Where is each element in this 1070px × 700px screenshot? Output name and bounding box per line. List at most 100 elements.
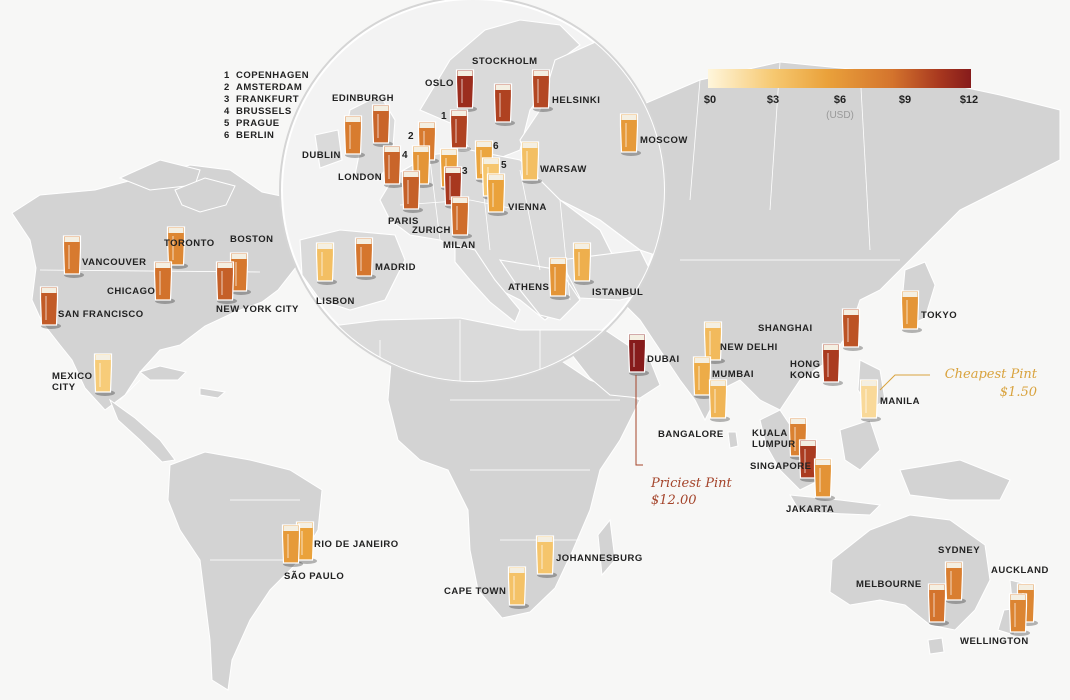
- city-label: OSLO: [425, 78, 454, 89]
- inset-number-labels: 1 2 3 4 5 6: [402, 111, 507, 177]
- city-label: LONDON: [338, 172, 382, 183]
- beer-glass-marker: [486, 173, 508, 216]
- price-color-legend: $0 $3 $6 $9 $12 (USD): [704, 69, 978, 121]
- beer-glass-marker: [1008, 593, 1030, 636]
- city-label: NEW YORK CITY: [216, 304, 299, 315]
- beer-glass-marker: [62, 235, 84, 278]
- city-label: MUMBAI: [712, 369, 754, 380]
- beer-glass-marker: [708, 379, 730, 422]
- city-label: NEW DELHI: [720, 342, 778, 353]
- city-label: EDINBURGH: [332, 93, 394, 104]
- city-number-key: 1 COPENHAGEN 2 AMSTERDAM 3 FRANKFURT 4 BRUSS…: [224, 70, 309, 141]
- beer-glass-marker: [821, 343, 843, 386]
- city-label: CAPE TOWN: [444, 586, 506, 597]
- city-label: SINGAPORE: [750, 461, 812, 472]
- legend-tick: $9: [899, 94, 911, 106]
- beer-glass-marker: [215, 261, 237, 304]
- priciest-value: $12.00: [651, 493, 697, 508]
- city-label: SYDNEY: [938, 545, 980, 556]
- key-item: 1 COPENHAGEN: [224, 70, 309, 81]
- city-label: RIO DE JANEIRO: [314, 539, 399, 550]
- beer-glass-marker: [535, 535, 557, 578]
- cheapest-pint-callout: Cheapest Pint $1.50: [879, 367, 1038, 400]
- city-label: TORONTO: [164, 238, 215, 249]
- beer-glass-marker: [382, 145, 404, 188]
- num-label-3: 3: [462, 166, 468, 177]
- key-item: 3 FRANKFURT: [224, 94, 299, 105]
- cheapest-value: $1.50: [1000, 385, 1037, 400]
- beer-glass-marker: [627, 333, 649, 376]
- beer-glass-marker: [93, 353, 115, 396]
- city-label: ZURICH: [412, 225, 451, 236]
- beer-glass-marker: [548, 257, 570, 300]
- beer-glass-markers: [39, 69, 1038, 636]
- city-label: MEXICO CITY: [52, 371, 92, 393]
- num-label-5: 5: [501, 160, 507, 171]
- key-item: 5 PRAGUE: [224, 118, 280, 129]
- city-label: DUBAI: [647, 354, 680, 365]
- beer-glass-marker: [295, 521, 317, 564]
- svg-text:COPENHAGEN: COPENHAGEN: [236, 70, 309, 81]
- beer-glass-marker: [153, 261, 175, 304]
- city-label: DUBLIN: [302, 150, 341, 161]
- beer-glass-marker: [493, 83, 515, 126]
- city-label: WARSAW: [540, 164, 587, 175]
- num-label-1: 1: [441, 111, 447, 122]
- key-item: 6 BERLIN: [224, 130, 274, 141]
- city-label: ISTANBUL: [592, 287, 643, 298]
- world-landmass: [11, 61, 1061, 691]
- beer-glass-marker: [166, 226, 188, 269]
- city-label: SÃO PAULO: [284, 571, 344, 582]
- city-label: ATHENS: [508, 282, 549, 293]
- svg-text:5: 5: [224, 118, 230, 129]
- city-label: MADRID: [375, 262, 416, 273]
- city-label: LISBON: [316, 296, 355, 307]
- beer-glass-marker: [944, 561, 966, 604]
- beer-glass-marker: [343, 115, 365, 158]
- beer-glass-marker: [572, 242, 594, 285]
- beer-glass-marker: [692, 356, 714, 399]
- city-label: PARIS: [388, 216, 419, 227]
- legend-tick: $12: [960, 94, 978, 106]
- num-label-6: 6: [493, 141, 499, 152]
- beer-glass-marker: [354, 237, 376, 280]
- svg-text:PRAGUE: PRAGUE: [236, 118, 280, 129]
- city-label: MELBOURNE: [856, 579, 922, 590]
- city-label: STOCKHOLM: [472, 56, 538, 67]
- legend-unit: (USD): [826, 110, 854, 121]
- cheapest-title: Cheapest Pint: [945, 367, 1038, 382]
- city-label: SHANGHAI: [758, 323, 813, 334]
- beer-glass-marker: [229, 252, 251, 295]
- city-label: JOHANNESBURG: [556, 553, 643, 564]
- num-label-4: 4: [402, 150, 408, 161]
- svg-text:FRANKFURT: FRANKFURT: [236, 94, 299, 105]
- beer-glass-marker: [813, 458, 835, 501]
- city-label: TOKYO: [921, 310, 957, 321]
- legend-tick: $0: [704, 94, 716, 106]
- svg-text:BRUSSELS: BRUSSELS: [236, 106, 292, 117]
- legend-gradient-bar: [708, 69, 971, 88]
- legend-tick: $6: [834, 94, 846, 106]
- num-label-2: 2: [408, 131, 414, 142]
- city-label: HONG KONG: [790, 359, 821, 381]
- city-label: VIENNA: [508, 202, 547, 213]
- city-label: SAN FRANCISCO: [58, 309, 144, 320]
- svg-text:BERLIN: BERLIN: [236, 130, 274, 141]
- svg-text:2: 2: [224, 82, 230, 93]
- beer-glass-marker: [507, 566, 529, 609]
- beer-glass-marker: [315, 242, 337, 285]
- city-label: MANILA: [880, 396, 920, 407]
- beer-glass-marker: [900, 290, 922, 333]
- beer-glass-marker: [859, 379, 881, 422]
- beer-glass-marker: [619, 113, 641, 156]
- city-label: MOSCOW: [640, 135, 688, 146]
- city-label: VANCOUVER: [82, 257, 147, 268]
- beer-glass-marker: [281, 524, 303, 567]
- key-item: 2 AMSTERDAM: [224, 82, 302, 93]
- beer-glass-marker: [927, 583, 949, 626]
- svg-text:3: 3: [224, 94, 230, 105]
- city-label: KUALA LUMPUR: [752, 428, 796, 450]
- beer-glass-marker: [703, 321, 725, 364]
- svg-text:4: 4: [224, 106, 230, 117]
